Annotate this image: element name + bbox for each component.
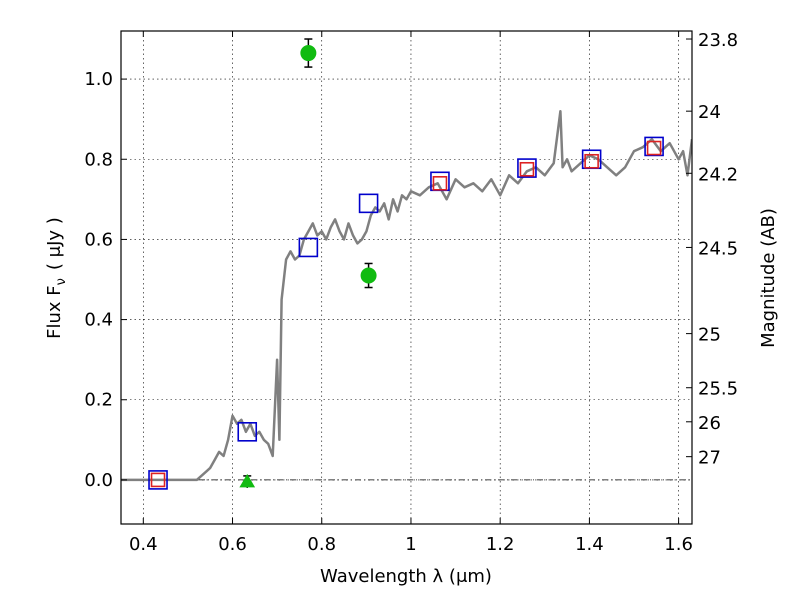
- y-tick-label: 0.6: [84, 229, 113, 250]
- model-flux-square: [432, 176, 448, 191]
- x-tick-label: 0.8: [307, 534, 336, 555]
- x-axis-title: Wavelength λ (μm): [320, 566, 492, 587]
- plot-frame: [120, 30, 693, 525]
- right-tick-label: 26: [698, 413, 721, 434]
- model-flux-square: [646, 140, 662, 156]
- x-tick-label: 1.2: [486, 534, 515, 555]
- y-tick-label: 1.0: [84, 69, 113, 90]
- model-flux-square: [519, 161, 535, 177]
- green-circle-point: [360, 267, 377, 284]
- green-circle-point: [300, 45, 317, 62]
- x-tick-label: 1: [405, 534, 416, 555]
- x-tick-label: 0.6: [218, 534, 247, 555]
- right-tick-label: 24: [698, 102, 721, 123]
- right-tick-label: 25.5: [698, 379, 738, 400]
- observed-flux-square: [298, 237, 319, 258]
- observed-flux-square: [517, 158, 537, 178]
- model-spectrum-line: [121, 109, 692, 482]
- y-tick-label: 0.0: [84, 470, 113, 491]
- observed-flux-square: [644, 136, 664, 157]
- right-tick-label: 24.5: [698, 238, 738, 259]
- right-axis-title: Magnitude (AB): [758, 208, 779, 348]
- model-flux-square: [150, 472, 166, 488]
- y-axis-title-main: Flux F: [44, 285, 65, 339]
- right-tick-label: 27: [698, 448, 721, 469]
- y-axis-ticks: 0.0 0.2 0.4 0.6 0.8 1.0: [84, 69, 127, 491]
- y-tick-label: 0.2: [84, 390, 113, 411]
- y-axis-title: Flux Fν ( μJy ): [44, 217, 69, 339]
- observed-flux-square: [148, 470, 168, 490]
- y-tick-label: 0.4: [84, 310, 113, 331]
- right-tick-label: 25: [698, 325, 721, 346]
- x-tick-label: 1.4: [575, 534, 604, 555]
- data-series: [121, 109, 692, 482]
- model-flux-square: [584, 153, 599, 169]
- gridlines: [121, 31, 692, 524]
- observed-flux-square: [358, 193, 379, 214]
- green-triangle-point: [239, 473, 256, 488]
- x-tick-label: 1.6: [664, 534, 693, 555]
- photometry-markers: [148, 38, 664, 490]
- x-axis-ticks: 0.4 0.6 0.8 1 1.2 1.4 1.6: [129, 31, 693, 555]
- y-tick-label: 0.8: [84, 149, 113, 170]
- x-tick-label: 0.4: [129, 534, 158, 555]
- right-tick-label: 24.2: [698, 164, 738, 185]
- right-tick-label: 23.8: [698, 30, 738, 51]
- y-axis-title-unit: ( μJy ): [44, 217, 65, 270]
- y-axis-title-subscript: ν: [54, 278, 69, 285]
- observed-flux-square: [237, 422, 258, 442]
- right-axis-ticks: 23.8 24 24.2 24.5 25 25.5 26 27: [686, 30, 738, 469]
